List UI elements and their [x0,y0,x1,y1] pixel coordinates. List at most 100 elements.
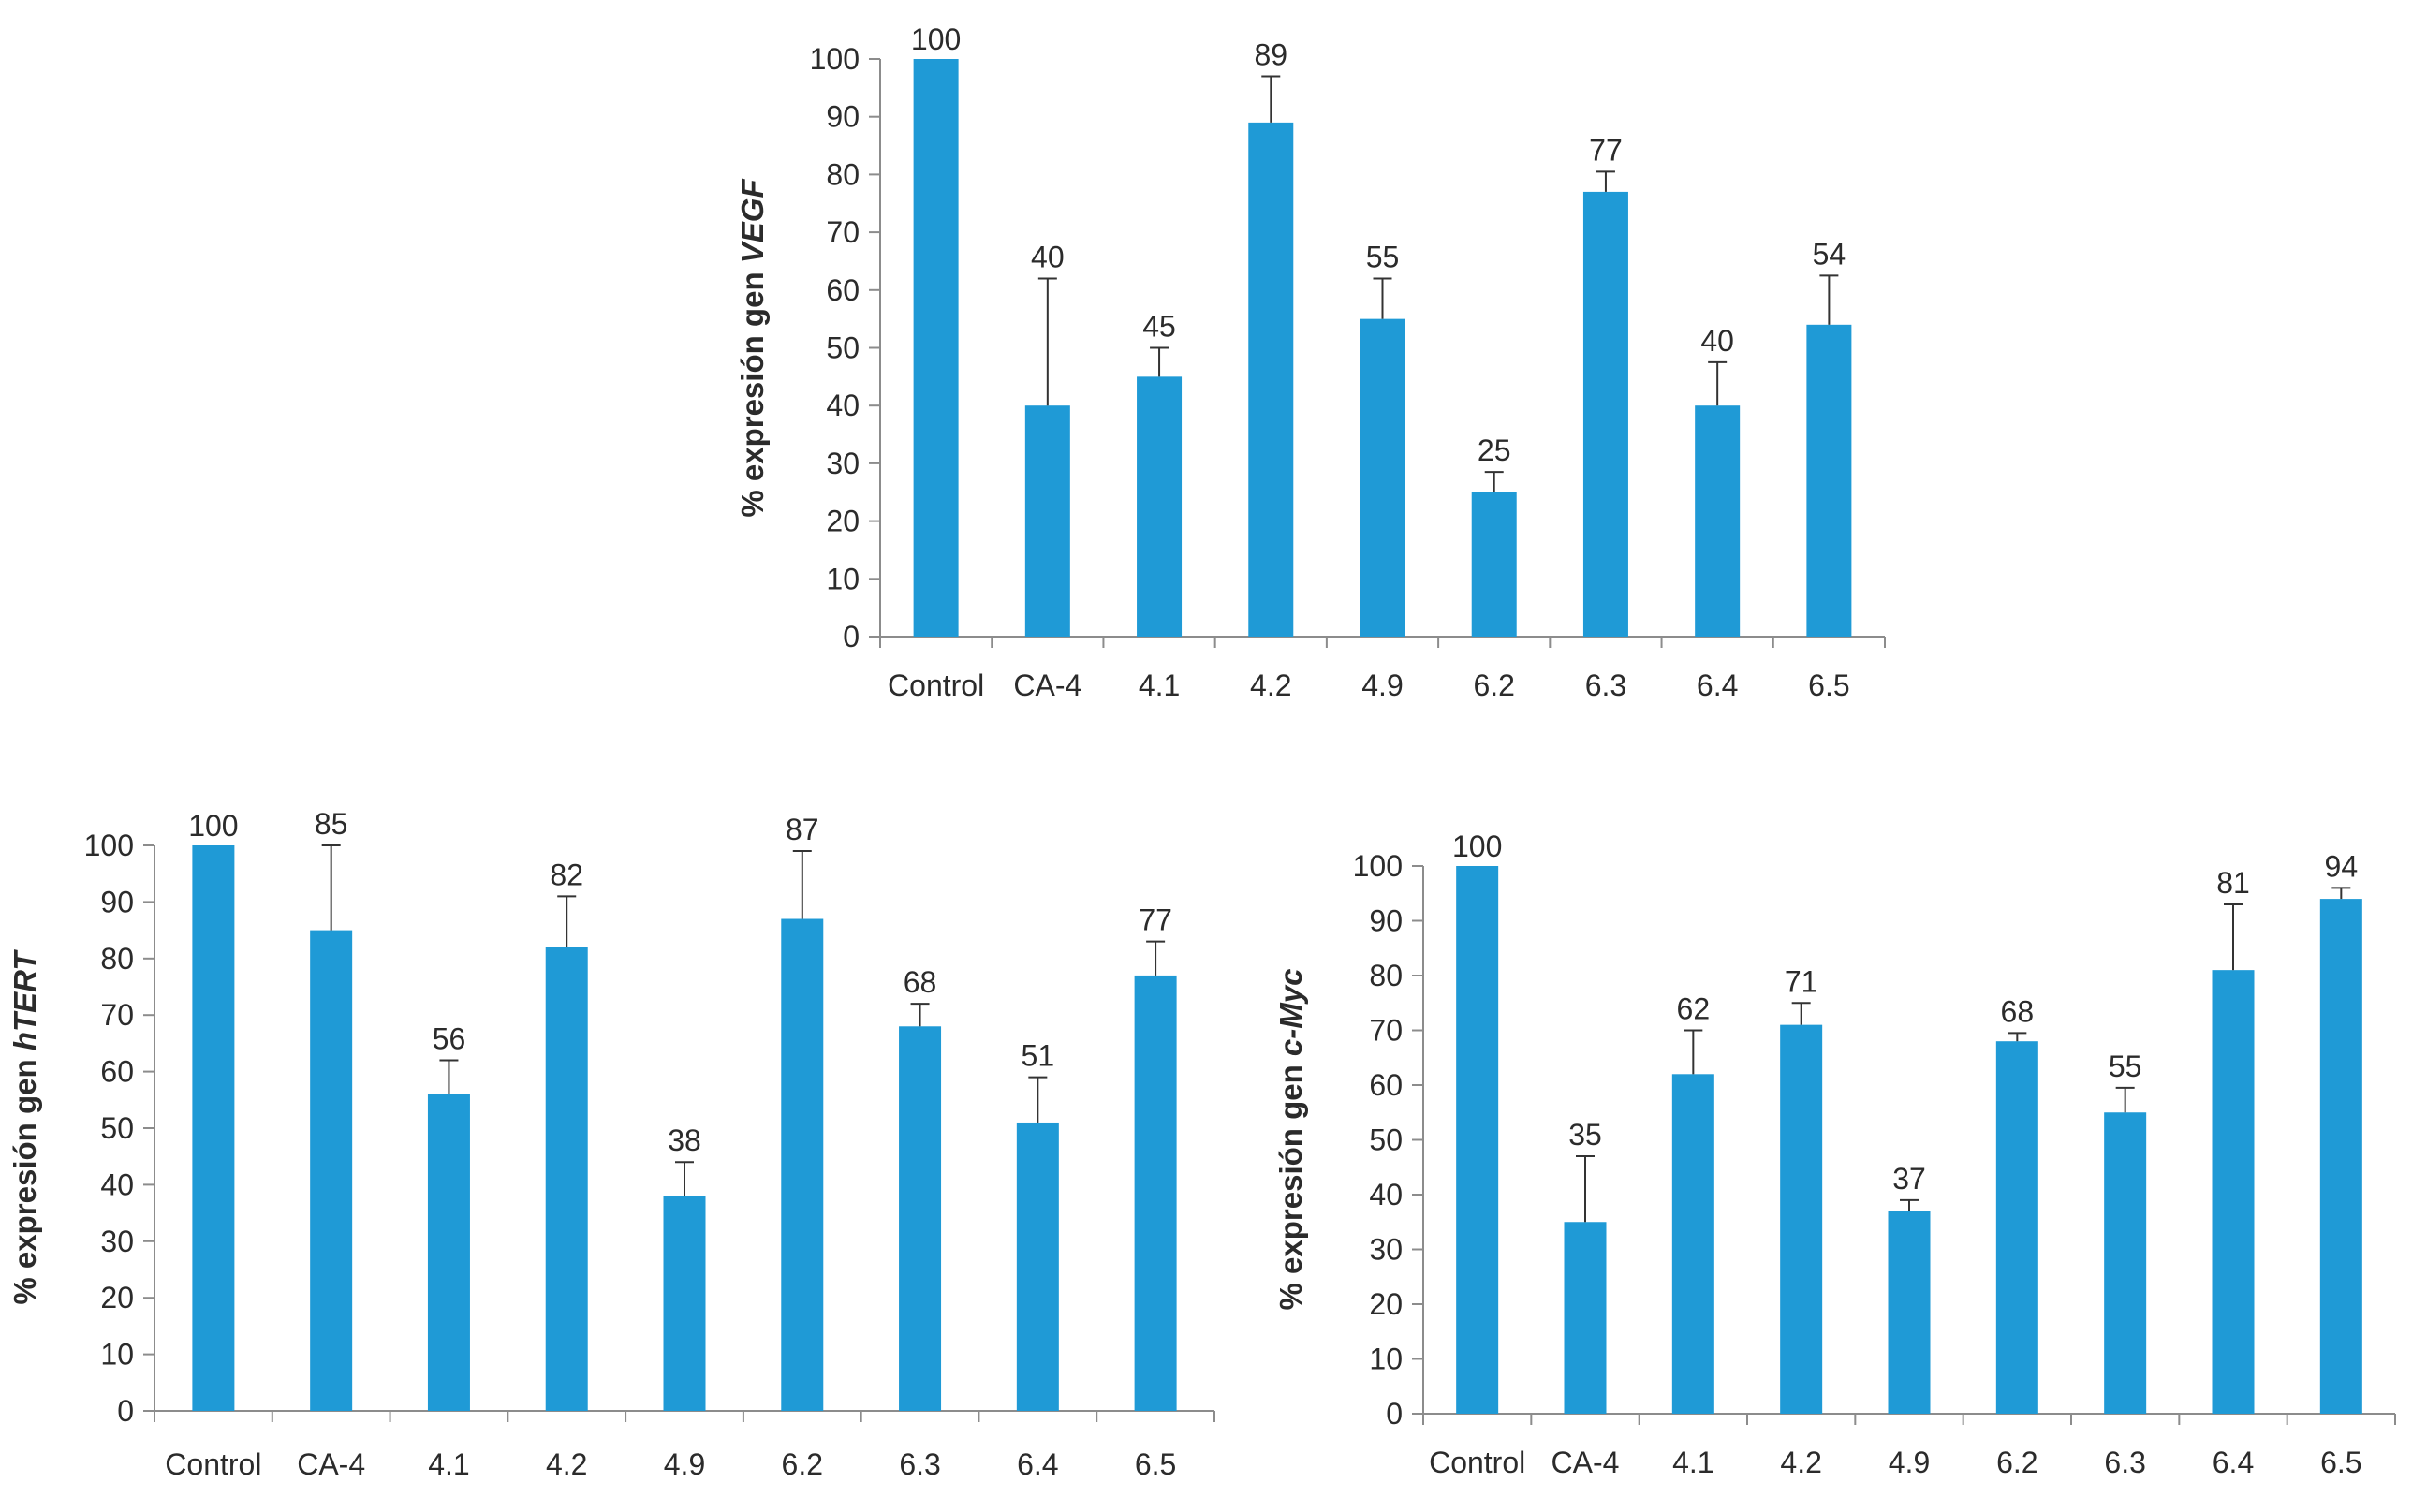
y-tick-label: 90 [1369,904,1403,938]
value-label: 71 [1785,964,1818,998]
y-tick-label: 60 [100,1055,134,1089]
value-label: 38 [668,1123,701,1157]
bar-4-9 [1360,318,1405,637]
bar-6-5 [1134,975,1177,1411]
x-category-label: CA-4 [297,1447,365,1481]
x-category-label: 4.1 [1139,668,1180,702]
x-category-label: 4.1 [1672,1446,1713,1479]
bar-4-1 [1137,376,1183,637]
x-category-label: 6.4 [1697,668,1738,702]
y-tick-label: 30 [100,1225,134,1258]
value-label: 40 [1700,324,1734,358]
x-category-label: 6.3 [1585,668,1626,702]
bar-6-3 [2104,1112,2147,1414]
x-category-label: 6.4 [1017,1447,1058,1481]
y-tick-label: 80 [826,157,860,191]
y-tick-label: 70 [826,215,860,249]
bar-control [1456,866,1499,1414]
x-category-label: 6.2 [782,1447,823,1481]
bar-6-3 [899,1026,942,1411]
bar-ca-4 [1024,405,1070,637]
value-label: 54 [1813,237,1846,271]
value-label: 55 [2109,1050,2142,1083]
x-category-label: 6.3 [2104,1446,2145,1479]
y-axis-label: % expresión gen c-Myc [1273,969,1308,1311]
chart-vegf: 0 10 20 30 40 50 60 70 80 90 100 100 Control 40 CA-4 45… [735,22,1886,702]
bar-ca-4 [310,930,353,1411]
x-category-label: 4.2 [546,1447,587,1481]
bar-control [913,59,959,637]
bar-4-2 [1780,1024,1823,1414]
bar-6-5 [2319,899,2362,1414]
bar-4-1 [427,1094,470,1411]
y-tick-label: 20 [1369,1287,1403,1321]
bar-4-1 [1671,1074,1714,1414]
y-tick-label: 100 [84,829,134,862]
value-label: 77 [1139,903,1172,937]
x-category-label: CA-4 [1552,1446,1620,1479]
y-tick-label: 40 [826,389,860,422]
y-tick-label: 100 [810,42,860,76]
value-label: 94 [2325,849,2359,883]
bar-4-9 [663,1196,706,1411]
value-label: 62 [1677,992,1711,1026]
x-category-label: 4.9 [1361,668,1403,702]
value-label: 25 [1478,433,1511,467]
bar-4-9 [1888,1211,1931,1414]
chart-htert: 0 10 20 30 40 50 60 70 80 90 100 100 Control 85 CA-4 56… [7,807,1215,1481]
bar-4-2 [1248,122,1294,637]
y-tick-label: 70 [1369,1014,1403,1048]
y-tick-label: 0 [117,1394,134,1428]
x-category-label: 4.9 [664,1447,705,1481]
y-tick-label: 40 [100,1167,134,1201]
y-tick-label: 20 [826,505,860,538]
y-tick-label: 50 [100,1111,134,1145]
y-tick-label: 30 [1369,1233,1403,1267]
value-label: 35 [1568,1118,1602,1152]
y-tick-label: 60 [1369,1068,1403,1102]
value-label: 100 [1452,829,1502,863]
chart-c-myc: 0 10 20 30 40 50 60 70 80 90 100 100 Control 35 CA-4 62… [1273,829,2396,1479]
y-tick-label: 10 [1369,1343,1403,1376]
value-label: 68 [904,965,937,999]
y-tick-label: 40 [1369,1178,1403,1211]
y-tick-label: 30 [826,447,860,480]
x-category-label: 4.9 [1889,1446,1930,1479]
bar-ca-4 [1564,1222,1607,1414]
value-label: 89 [1254,38,1287,72]
bar-6-4 [2212,970,2255,1414]
bar-6-4 [1695,405,1741,637]
x-category-label: Control [888,668,984,702]
x-category-label: 6.2 [1996,1446,2037,1479]
y-tick-label: 10 [826,562,860,595]
value-label: 68 [2001,994,2035,1028]
y-tick-label: 60 [826,273,860,307]
bar-4-2 [545,947,588,1411]
x-category-label: CA-4 [1013,668,1081,702]
bar-6-4 [1016,1122,1059,1411]
value-label: 51 [1022,1039,1055,1073]
y-tick-label: 100 [1353,849,1403,883]
value-label: 40 [1031,240,1065,273]
x-category-label: 6.2 [1473,668,1514,702]
value-label: 81 [2216,866,2250,900]
y-tick-label: 10 [100,1338,134,1372]
x-category-label: 6.4 [2213,1446,2254,1479]
y-tick-label: 20 [100,1281,134,1314]
value-label: 45 [1142,310,1176,344]
value-label: 100 [911,22,961,56]
value-label: 77 [1589,133,1623,167]
y-tick-label: 90 [100,885,134,918]
x-category-label: 6.3 [899,1447,940,1481]
x-category-label: 4.2 [1250,668,1291,702]
bar-control [192,845,235,1411]
y-axis-label: % expresión gen hTERT [7,949,42,1305]
value-label: 82 [550,858,583,891]
value-label: 37 [1892,1162,1926,1196]
x-category-label: 4.2 [1780,1446,1821,1479]
value-label: 85 [315,807,348,841]
bar-6-2 [1471,492,1517,637]
x-category-label: 6.5 [1135,1447,1176,1481]
value-label: 56 [433,1022,466,1056]
